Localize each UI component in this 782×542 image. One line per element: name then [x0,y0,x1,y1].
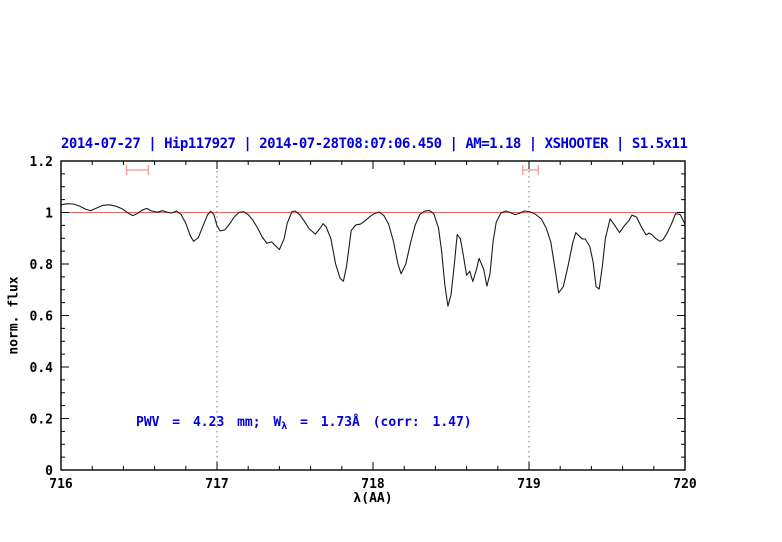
spectrum-line [60,203,686,307]
y-tick-label: 0 [45,464,53,479]
x-tick-label: 718 [361,477,385,492]
y-tick-label: 0.2 [30,413,53,428]
y-tick-label: 0.4 [30,361,54,376]
y-axis-label: norm. flux [6,276,22,355]
x-tick-label: 717 [205,477,228,492]
y-tick-label: 0.8 [30,258,54,273]
y-tick-label: 1 [45,207,53,222]
plot-title: 2014-07-27 | Hip117927 | 2014-07-28T08:0… [61,136,688,152]
pwv-annotation-subscript: λ [281,421,288,432]
pwv-annotation-suffix: = 1.73Å (corr: 1.47) [287,415,472,430]
x-axis-label: λ(AA) [353,491,393,506]
pwv-annotation: PWV = 4.23 mm; Wλ = 1.73Å (corr: 1.47) [136,415,472,432]
x-tick-label: 719 [517,477,540,492]
pwv-annotation-prefix: PWV = 4.23 mm; W [136,415,282,430]
x-tick-label: 716 [49,477,73,492]
y-tick-label: 0.6 [30,310,54,325]
y-tick-label: 1.2 [30,155,53,170]
x-tick-label: 720 [673,477,697,492]
